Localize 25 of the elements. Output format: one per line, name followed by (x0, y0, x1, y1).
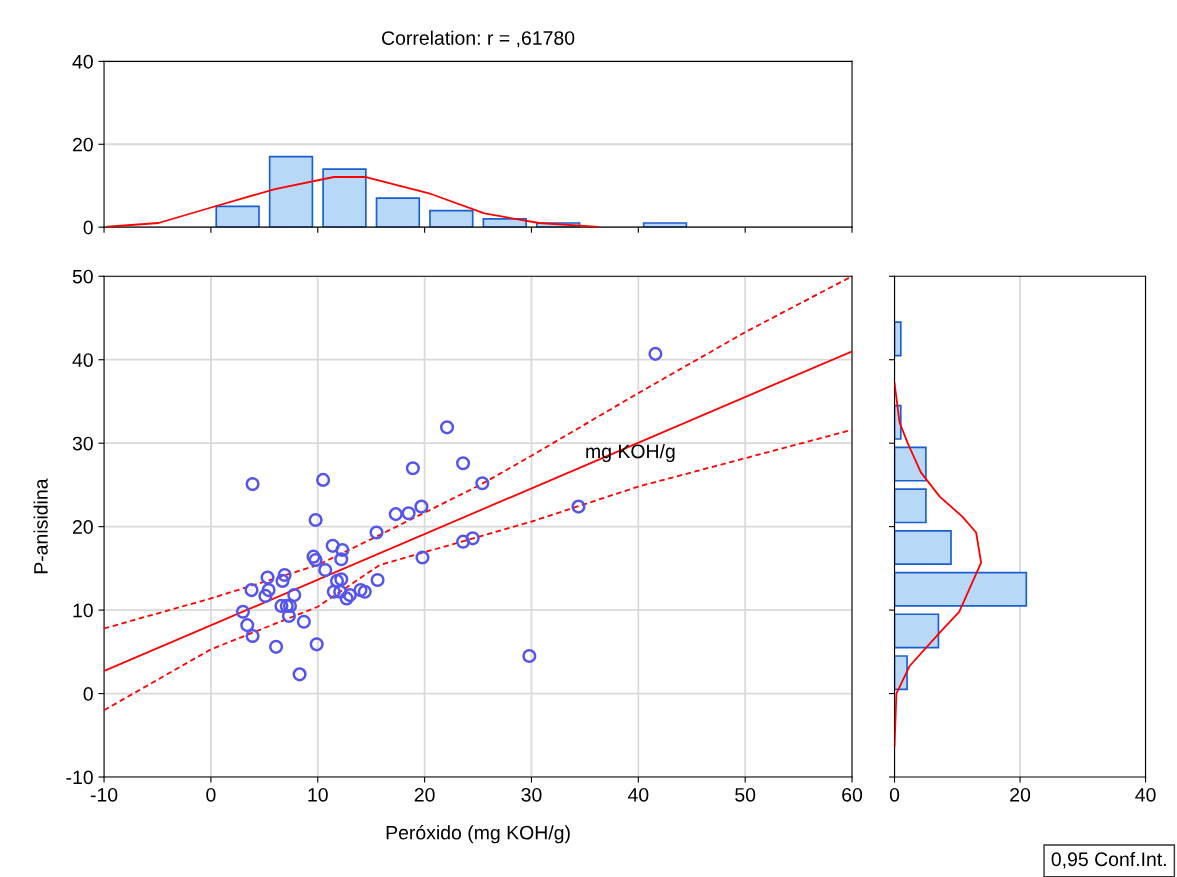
y-tick-label: 0 (83, 687, 93, 701)
x-tick-label: 60 (842, 787, 863, 802)
x-tick-label: 0 (889, 787, 900, 802)
y-tick-label: 20 (72, 520, 93, 534)
x-tick-label: 40 (627, 787, 649, 802)
x-tick-label: 50 (735, 787, 756, 802)
y-tick-label: 40 (72, 54, 93, 69)
annotation: mg KOH/g (586, 443, 675, 463)
x-tick-label: 10 (308, 787, 328, 802)
y-tick-label: 0 (83, 220, 93, 235)
y-tick-label: 20 (72, 137, 93, 152)
y-tick-label: 30 (72, 436, 93, 451)
x-tick-label: 20 (414, 787, 435, 802)
x-tick-label: 20 (1010, 787, 1031, 802)
y-axis-title: P-anisidina (33, 478, 48, 574)
text: 0,95 Conf.Int. (1051, 851, 1166, 869)
x-axis-title: Peróxido (mg KOH/g) (386, 825, 570, 844)
y-tick-label: 50 (72, 269, 93, 284)
chart-title: Correlation: r = ,61780 (382, 30, 575, 48)
x-tick-label: 0 (206, 787, 216, 802)
y-tick-label: -10 (66, 770, 93, 785)
y-tick-label: 10 (73, 603, 93, 618)
x-tick-label: 30 (521, 787, 542, 802)
y-tick-label: 40 (72, 353, 93, 367)
x-tick-label: 40 (1135, 787, 1156, 802)
